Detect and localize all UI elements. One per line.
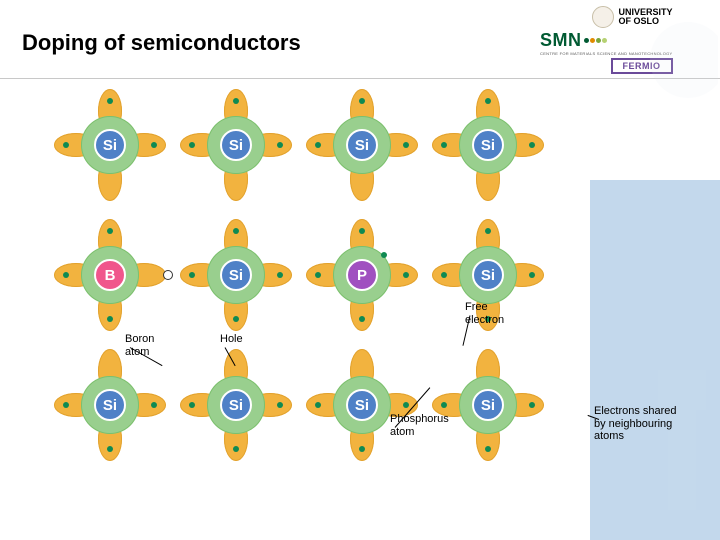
- smn-dots-icon: [584, 38, 607, 43]
- atom-core: Si: [94, 129, 126, 161]
- side-panel: [590, 180, 720, 540]
- atom-core: Si: [94, 389, 126, 421]
- annotation-label: Boron atom: [125, 333, 154, 358]
- electron-icon: [403, 272, 409, 278]
- electron-icon: [485, 228, 491, 234]
- electron-icon: [151, 402, 157, 408]
- electron-icon: [381, 252, 387, 258]
- electron-icon: [233, 446, 239, 452]
- atom-core: Si: [346, 389, 378, 421]
- electron-icon: [107, 446, 113, 452]
- electron-icon: [315, 272, 321, 278]
- uio-line2: OF OSLO: [618, 17, 672, 26]
- hole-icon: [163, 270, 173, 280]
- logo-fermio: FERMIO: [611, 58, 673, 74]
- electron-icon: [107, 98, 113, 104]
- electron-icon: [233, 316, 239, 322]
- lattice-diagram: Si Si Si Si B Si P Si Si Si Si Si Boron atom Hole Free…: [70, 95, 580, 495]
- electron-icon: [63, 272, 69, 278]
- logo-uio: UNIVERSITY OF OSLO: [592, 6, 672, 28]
- atom-core: Si: [220, 259, 252, 291]
- electron-icon: [277, 272, 283, 278]
- electron-icon: [315, 402, 321, 408]
- electron-icon: [63, 142, 69, 148]
- smn-text: SMN: [540, 30, 582, 51]
- logo-smn: SMN CENTRE FOR MATERIALS SCIENCE AND NAN…: [540, 30, 673, 56]
- electron-icon: [403, 402, 409, 408]
- logo-block: UNIVERSITY OF OSLO SMN CENTRE FOR MATERI…: [540, 6, 673, 74]
- page-title: Doping of semiconductors: [22, 30, 301, 56]
- annotation-label: Electrons shared by neighbouring atoms: [594, 405, 677, 443]
- atom-core: Si: [220, 129, 252, 161]
- slide: { "title": { "text": "Doping of semicond…: [0, 0, 720, 540]
- electron-icon: [359, 446, 365, 452]
- annotation-label: Phosphorus atom: [390, 413, 449, 438]
- electron-icon: [529, 402, 535, 408]
- electron-icon: [485, 98, 491, 104]
- electron-icon: [359, 98, 365, 104]
- electron-icon: [277, 402, 283, 408]
- atom-core: P: [346, 259, 378, 291]
- divider: [0, 78, 720, 79]
- atom-core: Si: [220, 389, 252, 421]
- electron-icon: [277, 142, 283, 148]
- electron-icon: [107, 228, 113, 234]
- uio-seal-icon: [592, 6, 614, 28]
- atom-core: Si: [346, 129, 378, 161]
- electron-icon: [63, 402, 69, 408]
- electron-icon: [315, 142, 321, 148]
- electron-icon: [233, 228, 239, 234]
- electron-icon: [107, 316, 113, 322]
- electron-icon: [189, 272, 195, 278]
- electron-icon: [359, 316, 365, 322]
- atom-core: Si: [472, 389, 504, 421]
- electron-icon: [441, 272, 447, 278]
- electron-icon: [529, 142, 535, 148]
- atom-core: Si: [472, 129, 504, 161]
- atom-core: Si: [472, 259, 504, 291]
- electron-icon: [441, 402, 447, 408]
- atom-core: B: [94, 259, 126, 291]
- electron-icon: [403, 142, 409, 148]
- electron-icon: [189, 142, 195, 148]
- electron-icon: [441, 142, 447, 148]
- electron-icon: [359, 228, 365, 234]
- electron-icon: [189, 402, 195, 408]
- smn-sub: CENTRE FOR MATERIALS SCIENCE AND NANOTEC…: [540, 51, 673, 56]
- electron-icon: [151, 142, 157, 148]
- annotation-label: Hole: [220, 333, 243, 346]
- electron-icon: [233, 98, 239, 104]
- electron-icon: [529, 272, 535, 278]
- electron-icon: [485, 446, 491, 452]
- annotation-label: Free electron: [465, 301, 504, 326]
